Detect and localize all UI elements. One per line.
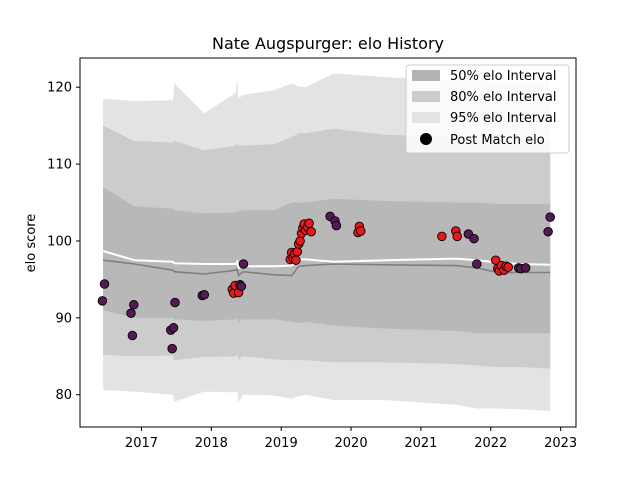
data-point xyxy=(469,233,479,244)
data-point xyxy=(168,323,179,333)
data-point xyxy=(292,246,303,257)
legend-swatch-50 xyxy=(412,70,440,81)
plot-frame xyxy=(79,57,577,428)
data-point xyxy=(503,262,513,272)
x-tick-label: 2018 xyxy=(195,436,228,451)
data-point xyxy=(304,218,314,229)
legend-box xyxy=(405,64,570,154)
y-tick-label: 90 xyxy=(55,311,72,326)
data-point xyxy=(129,300,139,310)
data-point xyxy=(167,343,177,354)
y-tick-label: 120 xyxy=(47,81,72,96)
x-tick-label: 2023 xyxy=(544,436,577,451)
y-axis-label: elo score xyxy=(24,214,39,273)
data-point xyxy=(452,231,462,242)
median-line xyxy=(103,259,551,278)
x-tick-label: 2017 xyxy=(125,436,158,451)
mean-line xyxy=(102,250,551,270)
legend-swatch-95 xyxy=(412,112,440,123)
x-tick-label: 2020 xyxy=(335,436,368,451)
legend-label-50: 50% elo Interval xyxy=(450,69,557,84)
data-point xyxy=(356,226,366,236)
data-point xyxy=(170,297,180,308)
legend: 50% elo Interval 80% elo Interval 95% el… xyxy=(405,64,570,154)
post-match-points xyxy=(97,211,555,354)
data-point xyxy=(306,226,316,237)
data-point xyxy=(437,231,447,242)
data-point xyxy=(238,259,249,269)
data-point xyxy=(472,259,482,269)
data-point xyxy=(199,290,210,300)
y-tick-label: 80 xyxy=(55,388,72,403)
data-point xyxy=(291,255,301,265)
data-point xyxy=(236,281,247,292)
legend-marker-post-match xyxy=(420,133,432,145)
y-tick-label: 100 xyxy=(47,234,72,249)
data-point xyxy=(543,226,553,237)
chart-title: Nate Augspurger: elo History xyxy=(212,34,444,53)
data-point xyxy=(545,212,555,222)
x-tick-label: 2021 xyxy=(404,436,437,451)
data-point xyxy=(520,263,531,273)
x-tick-label: 2022 xyxy=(474,436,507,451)
legend-swatch-80 xyxy=(412,91,440,102)
data-point xyxy=(97,296,108,306)
x-tick-label: 2019 xyxy=(265,436,298,451)
data-point xyxy=(295,236,305,246)
trend-lines xyxy=(102,250,551,278)
data-point xyxy=(331,220,342,231)
data-point xyxy=(99,279,110,289)
y-axis-ticks: 80 90 100 110 120 xyxy=(47,81,80,403)
legend-label-95: 95% elo Interval xyxy=(450,111,557,126)
data-point xyxy=(126,308,136,318)
x-axis-ticks: 2017 2018 2019 2020 2021 2022 2023 xyxy=(125,427,577,451)
legend-label-post-match: Post Match elo xyxy=(450,133,545,148)
y-tick-label: 110 xyxy=(47,158,72,173)
data-point xyxy=(127,330,138,341)
legend-label-80: 80% elo Interval xyxy=(450,90,557,105)
